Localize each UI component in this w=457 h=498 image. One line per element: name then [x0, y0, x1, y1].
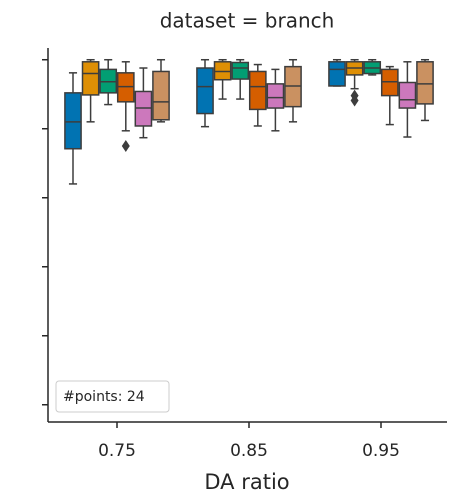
x-tick-label: 0.75 [98, 441, 136, 461]
box [152, 70, 170, 121]
box [196, 67, 214, 115]
chart-title: dataset = branch [160, 9, 335, 33]
x-tick-label: 0.95 [362, 441, 400, 461]
box [248, 70, 267, 111]
annotation-box [55, 380, 170, 413]
box [64, 92, 82, 150]
box [266, 83, 285, 109]
outlier [350, 94, 359, 107]
x-axis-label: DA ratio [204, 470, 289, 494]
box [81, 61, 100, 96]
box [398, 81, 417, 109]
outlier [121, 139, 130, 152]
box [416, 61, 434, 105]
annotation: #points: 24 [63, 389, 145, 405]
box [328, 61, 346, 87]
box [231, 61, 250, 80]
x-tick-label: 0.85 [230, 441, 268, 461]
